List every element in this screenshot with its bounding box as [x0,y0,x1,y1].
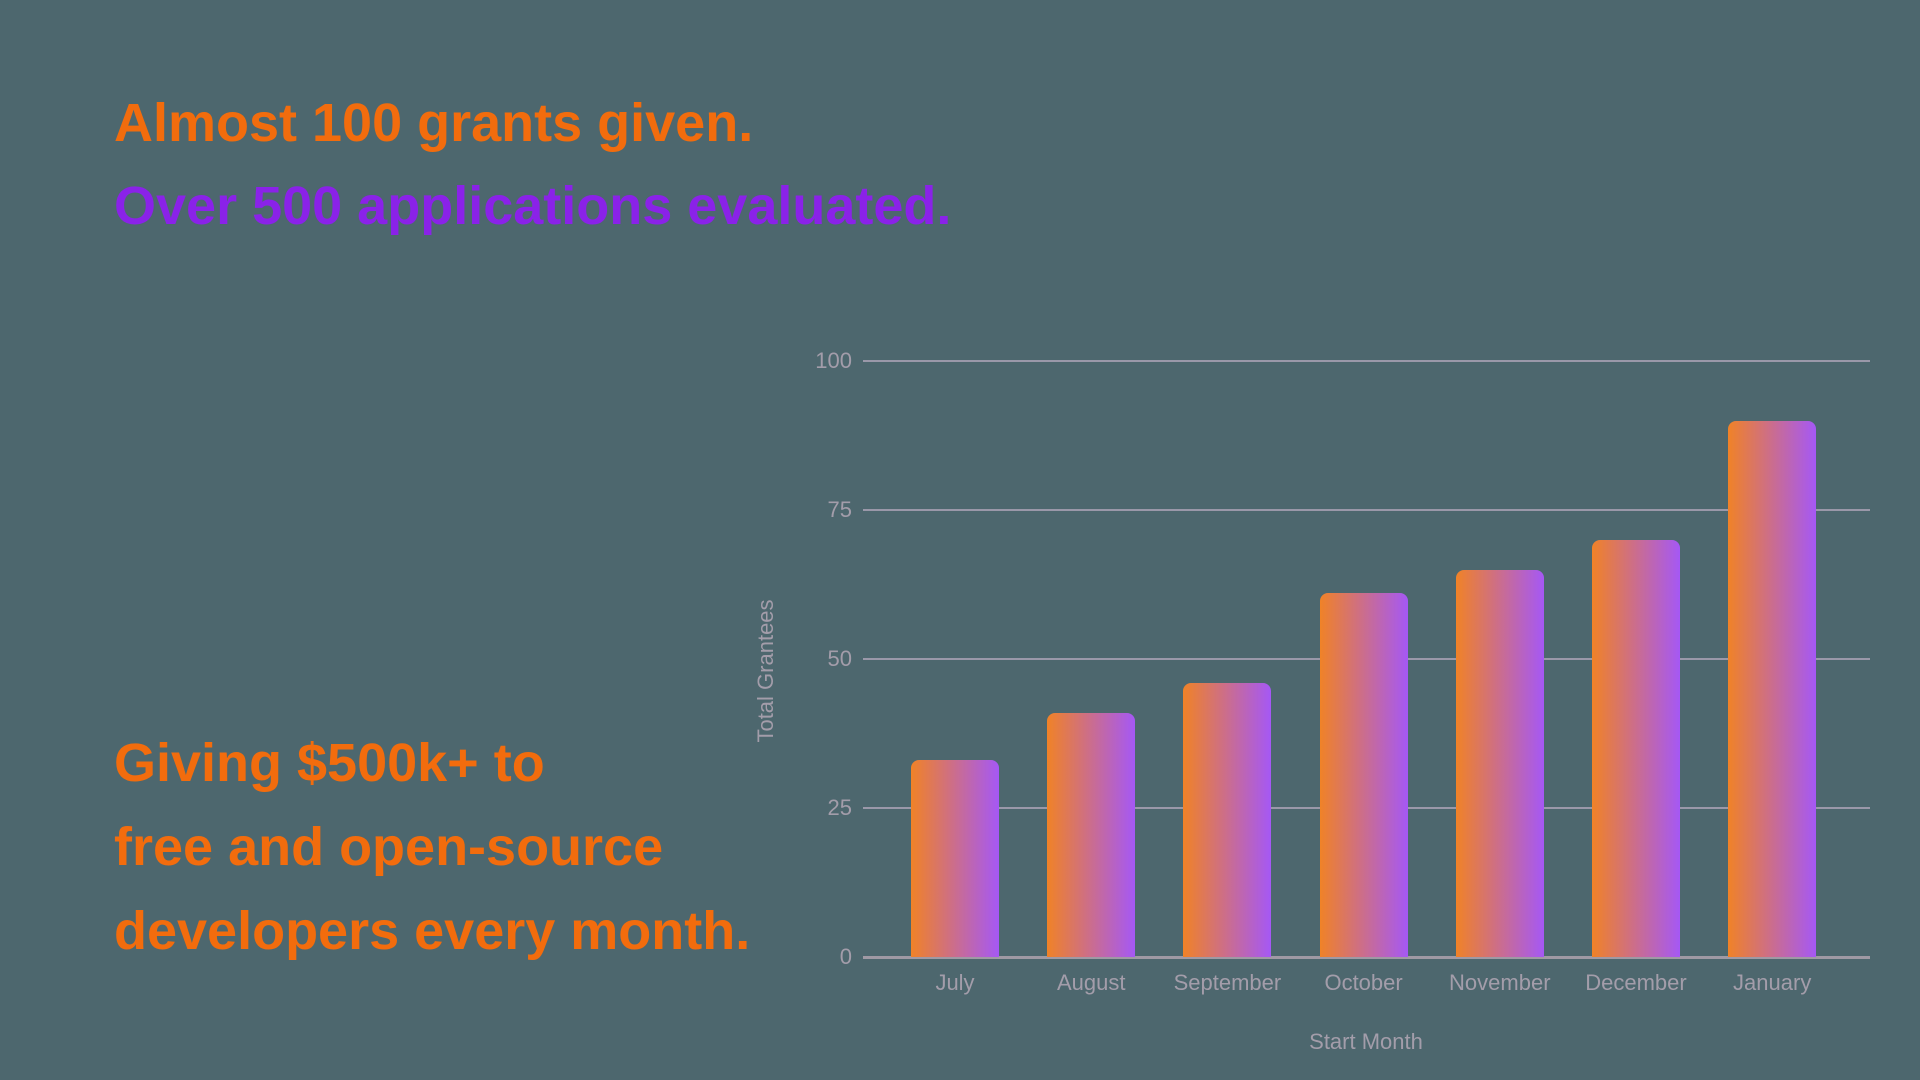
subheadline-line-2: free and open-source [114,817,664,877]
y-axis-title: Total Grantees [753,599,778,743]
x-tick-label-november: November [1449,970,1551,995]
headline-line-2: Over 500 applications evaluated. [114,176,952,236]
gridline-75 [863,509,1870,511]
x-axis-line [863,956,1870,959]
gridline-100 [863,360,1870,362]
bar-september [1183,682,1272,957]
x-axis-title: Start Month [1309,1029,1423,1054]
bar-october [1319,593,1408,957]
y-tick-label-100: 100 [815,348,852,373]
x-tick-label-september: September [1173,970,1282,995]
headline-block: Almost 100 grants given. Over 500 applic… [114,82,951,248]
bar-january [1728,420,1817,957]
y-tick-label-0: 0 [839,944,852,969]
y-tick-label-50: 50 [827,646,852,671]
subheadline-line-3: developers every month. [114,901,751,961]
subheadline-block: Giving $500k+ to free and open-source de… [114,721,750,973]
bar-august [1047,712,1136,957]
x-tick-label-december: December [1585,970,1687,995]
x-tick-label-august: August [1056,970,1126,995]
x-tick-label-october: October [1324,970,1403,995]
bar-july [911,760,999,957]
subheadline-line-1: Giving $500k+ to [114,733,545,793]
y-tick-label-25: 25 [827,795,852,820]
x-tick-label-january: January [1733,970,1812,995]
y-tick-label-75: 75 [827,497,852,522]
bar-november [1455,569,1544,957]
x-tick-label-july: July [935,970,975,995]
headline-line-1: Almost 100 grants given. [114,93,754,153]
bar-december [1592,539,1680,957]
